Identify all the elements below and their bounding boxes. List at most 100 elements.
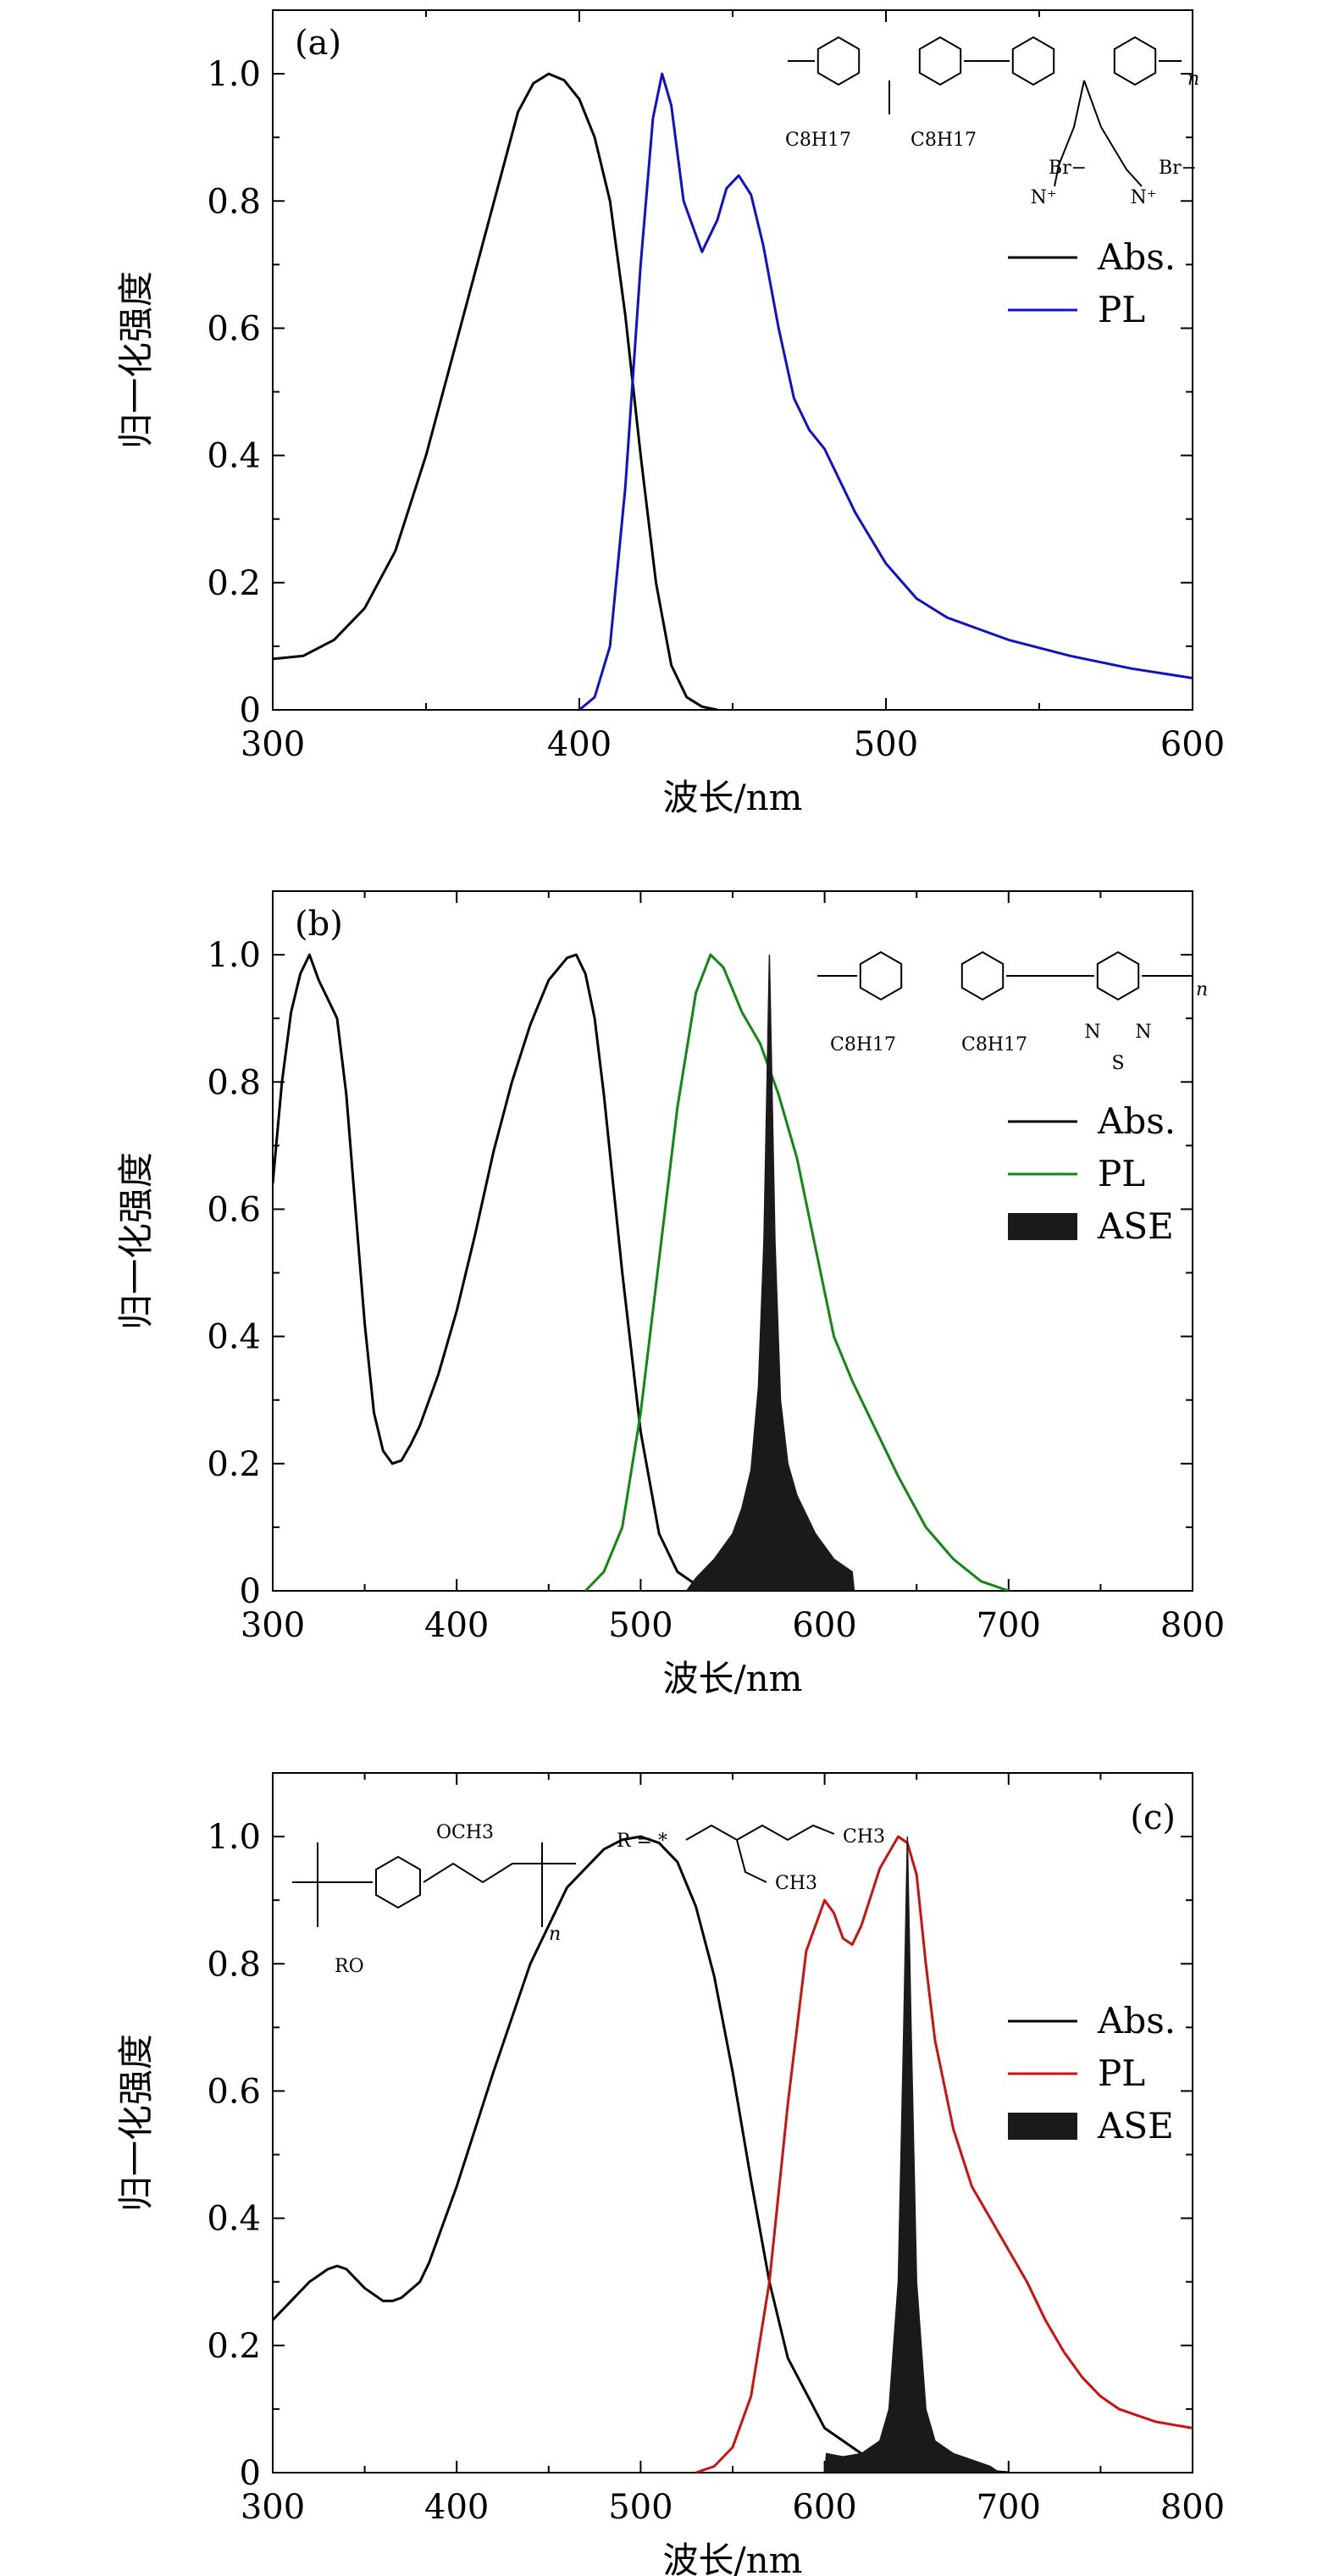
- x-tick-label: 500: [608, 1606, 673, 1645]
- x-tick-label: 800: [1160, 1606, 1225, 1645]
- y-axis-title: 归一化强度: [115, 2034, 157, 2212]
- legend-label: ASE: [1097, 1205, 1174, 1247]
- chem-label: n: [1187, 69, 1199, 90]
- legend-label: PL: [1098, 1153, 1145, 1194]
- plot-frame: [272, 890, 1193, 1592]
- ring: [816, 36, 861, 86]
- y-tick-label: 0.4: [207, 2200, 261, 2239]
- series-pl-line: [695, 1835, 1193, 2473]
- series-pl-line: [578, 72, 1193, 710]
- y-tick-label: 0: [240, 691, 261, 730]
- legend-swatch: [1008, 1213, 1077, 1240]
- y-tick-label: 1.0: [207, 55, 261, 94]
- ring: [859, 950, 903, 1001]
- x-tick-label: 500: [854, 725, 918, 764]
- y-axis-title: 归一化强度: [115, 271, 157, 449]
- y-tick-label: 0.4: [207, 1318, 261, 1357]
- plot-frame: [272, 9, 1193, 711]
- x-tick-label: 400: [547, 725, 612, 764]
- series-ase-area: [823, 1836, 1001, 2473]
- x-tick-label: 400: [424, 1606, 489, 1645]
- x-tick-label: 300: [241, 2488, 305, 2527]
- x-tick-label: 600: [792, 2488, 856, 2527]
- panel-label: (b): [295, 905, 343, 944]
- legend-swatch: [1008, 2113, 1077, 2140]
- legend-label: Abs.: [1097, 2000, 1176, 2041]
- chem-label: C8H17: [961, 1034, 1027, 1055]
- legend-label: PL: [1098, 2052, 1145, 2094]
- chem-label: Br−: [1159, 158, 1197, 179]
- legend-label: PL: [1098, 289, 1145, 330]
- x-tick-label: 400: [424, 2488, 489, 2527]
- x-tick-label: 800: [1160, 2488, 1225, 2527]
- ring: [1113, 36, 1157, 86]
- y-tick-label: 0.6: [207, 1190, 261, 1229]
- chem-label: C8H17: [785, 130, 851, 151]
- y-tick-label: 1.0: [207, 936, 261, 975]
- panel-c: 300 400 500 600 700 800 0 0.2 0.4 0.6 0.8 1.0 波长/nm 归…: [115, 1772, 1225, 2576]
- chem-label: C8H17: [911, 130, 977, 151]
- chain: [685, 1824, 835, 1842]
- y-tick-label: 0: [240, 2454, 261, 2493]
- chem-label: CH3: [843, 1826, 885, 1848]
- x-tick-label: 300: [241, 725, 305, 764]
- ring: [918, 36, 962, 86]
- y-tick-label: 0.8: [207, 182, 261, 221]
- chem-label: OCH3: [436, 1822, 494, 1843]
- chem-label: C8H17: [830, 1034, 896, 1055]
- y-tick-label: 0.8: [207, 1945, 261, 1984]
- chem-label: Br−: [1049, 158, 1087, 179]
- ring: [1011, 36, 1055, 86]
- chem-label: CH3: [775, 1873, 817, 1894]
- series-abs-line: [273, 953, 715, 1591]
- y-tick-label: 0: [240, 1572, 261, 1611]
- series-ase-area: [685, 955, 855, 1591]
- panel-b: 300 400 500 600 700 800 0 0.2 0.4 0.6 0.8 1.0 波长/nm 归…: [115, 890, 1225, 1699]
- chain: [736, 1839, 767, 1883]
- chem-label: S: [1111, 1053, 1124, 1074]
- y-tick-label: 1.0: [207, 1818, 261, 1857]
- x-tick-label: 700: [977, 1606, 1041, 1645]
- x-tick-label: 600: [792, 1606, 856, 1645]
- ring: [375, 1855, 421, 1909]
- y-tick-label: 0.8: [207, 1063, 261, 1102]
- chem-label: n: [1196, 979, 1208, 1000]
- x-tick-label: 300: [241, 1606, 305, 1645]
- bond: [423, 1862, 576, 1884]
- ring: [960, 950, 1005, 1001]
- x-axis-title: 波长/nm: [662, 777, 802, 818]
- series-abs-line: [273, 1835, 1009, 2473]
- x-axis-title: 波长/nm: [662, 1658, 802, 1699]
- legend-label: Abs.: [1097, 236, 1176, 278]
- x-axis-title: 波长/nm: [662, 2540, 802, 2576]
- x-tick-label: 500: [608, 2488, 673, 2527]
- legend-label: ASE: [1097, 2105, 1174, 2147]
- chem-label: N: [1135, 1022, 1151, 1043]
- chem-label: RO: [335, 1956, 364, 1977]
- chem-label: N⁺: [1031, 187, 1057, 208]
- ring: [1096, 950, 1140, 1001]
- panel-label: (c): [1130, 1798, 1176, 1837]
- legend-label: Abs.: [1097, 1100, 1176, 1142]
- y-tick-label: 0.2: [207, 564, 261, 603]
- y-tick-label: 0.2: [207, 1445, 261, 1484]
- chem-label: n: [549, 1924, 561, 1945]
- chem-label: N⁺: [1131, 187, 1157, 208]
- chem-label: N: [1084, 1022, 1100, 1043]
- panel-a: 300 400 500 600 0 0.2 0.4 0.6 0.8 1.0 波长/nm 归一化强度 (a…: [115, 9, 1225, 818]
- y-axis-title: 归一化强度: [115, 1152, 157, 1330]
- chem-structure-inset: C8H17 C8H17 N NSn: [817, 950, 1208, 1074]
- x-tick-label: 600: [1160, 725, 1225, 764]
- chem-label: R = *: [617, 1831, 667, 1852]
- chem-structure-inset: OCH3 RO R = * CH3 CH3 n: [292, 1822, 885, 1977]
- y-tick-label: 0.2: [207, 2327, 261, 2366]
- y-tick-label: 0.6: [207, 2072, 261, 2111]
- bond: [1083, 80, 1143, 187]
- y-tick-label: 0.4: [207, 437, 261, 476]
- bond: [1054, 80, 1085, 187]
- series-abs-line: [273, 72, 718, 710]
- panel-label: (a): [295, 24, 341, 63]
- x-tick-label: 700: [977, 2488, 1041, 2527]
